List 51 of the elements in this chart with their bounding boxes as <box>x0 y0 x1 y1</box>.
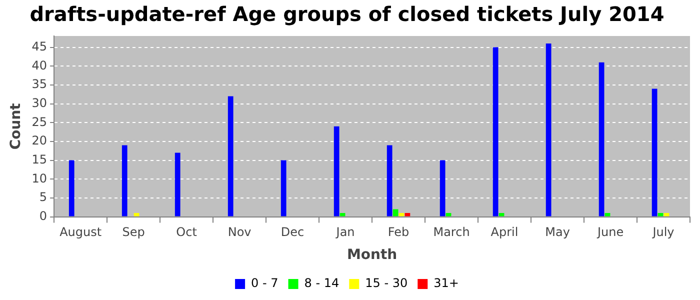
x-tick-label: Dec <box>280 225 304 240</box>
bar <box>604 213 610 216</box>
bar <box>334 126 340 216</box>
x-tick-label: May <box>545 225 570 240</box>
bar <box>386 145 392 216</box>
bar <box>658 213 664 216</box>
legend-label: 0 - 7 <box>251 276 278 290</box>
y-tick-label: 35 <box>32 77 48 92</box>
x-tick-label: Feb <box>388 225 410 240</box>
y-tick-label: 30 <box>32 96 48 110</box>
legend-label: 31+ <box>434 276 459 290</box>
y-tick-label: 45 <box>32 39 48 54</box>
bar <box>398 213 404 216</box>
bar <box>174 152 180 216</box>
x-axis-title: Month <box>346 247 398 264</box>
bar <box>440 160 446 216</box>
y-tick-label: 10 <box>32 171 48 186</box>
bar <box>122 145 128 216</box>
x-tick-label: March <box>433 225 470 240</box>
bar <box>134 213 140 216</box>
bar <box>392 209 398 216</box>
x-tick-label: Nov <box>228 225 252 240</box>
y-tick-label: 15 <box>32 152 48 166</box>
bar <box>546 44 552 216</box>
legend-label: 8 - 14 <box>304 276 340 290</box>
y-axis-title: Count <box>8 102 24 150</box>
x-tick-label: June <box>596 225 624 240</box>
legend-label: 15 - 30 <box>365 276 408 290</box>
x-tick-label: April <box>490 225 518 240</box>
y-tick-label: 0 <box>39 208 48 223</box>
chart-title: drafts-update-ref Age groups of closed tickets July 2014 <box>30 2 664 26</box>
y-tick-label: 40 <box>32 58 48 72</box>
bar <box>492 47 498 216</box>
y-tick-label: 5 <box>39 190 48 204</box>
y-tick-label: 25 <box>32 114 48 129</box>
bar <box>404 213 410 216</box>
y-tick-label: 20 <box>32 134 48 148</box>
x-tick-label: Jan <box>335 225 355 240</box>
x-tick-label: Sep <box>122 225 145 240</box>
bar <box>598 62 604 216</box>
bar <box>664 213 670 216</box>
x-tick-label: July <box>652 225 674 240</box>
bar <box>652 88 658 216</box>
bar <box>68 160 74 216</box>
bar <box>228 96 234 216</box>
bar <box>340 213 346 216</box>
x-tick-label: August <box>60 225 102 240</box>
bar <box>498 213 504 216</box>
x-tick-label: Oct <box>176 225 198 240</box>
bar <box>280 160 286 216</box>
bar <box>446 213 452 216</box>
